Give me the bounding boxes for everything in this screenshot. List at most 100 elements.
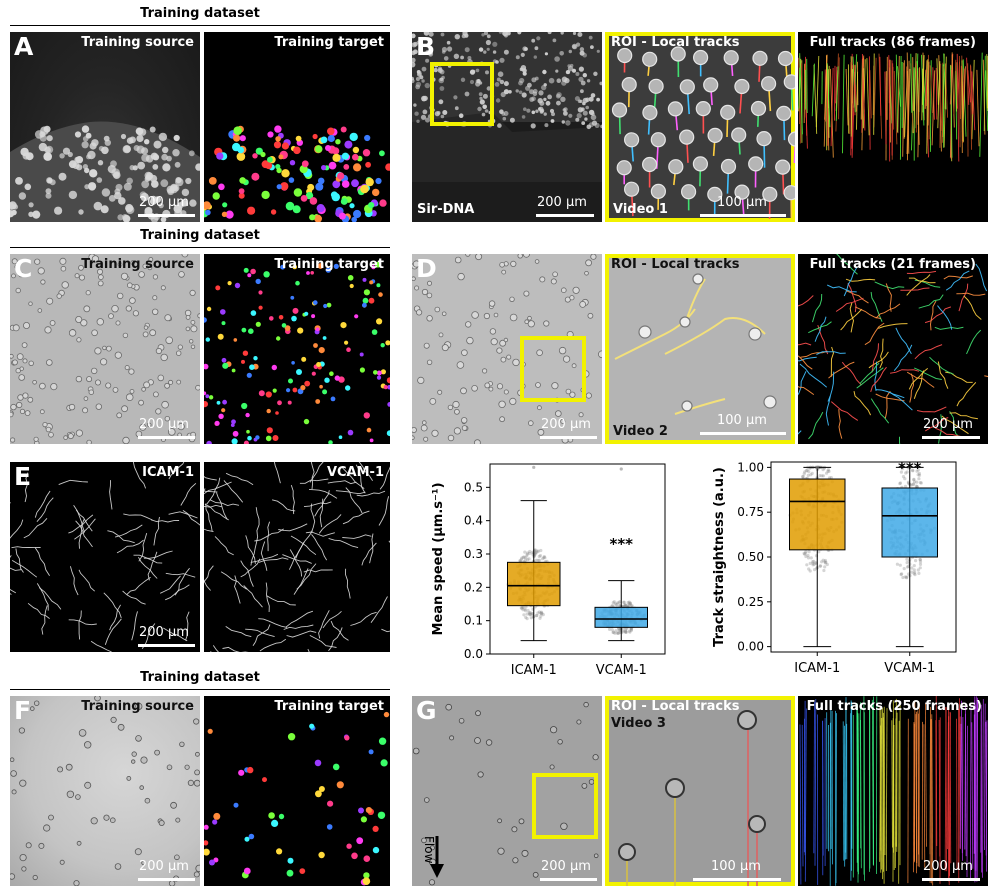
box-icam-1 <box>507 561 561 607</box>
y-tick-label: 0.4 <box>464 514 483 528</box>
scalebar-g1 <box>540 878 597 881</box>
brightfield-image-f <box>10 696 200 886</box>
y-tick-label: 0.75 <box>737 505 764 519</box>
full-tracks-title-g: Full tracks (250 frames) <box>806 699 982 714</box>
full-tracks-g <box>799 696 988 886</box>
scalebar-label-b2: 100 µm <box>717 195 767 210</box>
plot-frame <box>489 463 666 655</box>
scalebar-d1 <box>540 436 597 439</box>
flow-arrow-icon <box>430 836 444 878</box>
panel-letter-b: B <box>416 32 436 61</box>
panel-d-overview: D 200 µm <box>412 254 602 444</box>
x-tick-label: VCAM-1 <box>596 663 647 678</box>
label-image-c <box>204 261 390 444</box>
full-tracks-b <box>798 52 988 162</box>
roi-box-d <box>520 336 586 402</box>
scalebar-d3 <box>922 436 980 439</box>
panel-f-training-target: Training target <box>204 696 390 886</box>
roi-tracks-d <box>614 273 777 415</box>
y-tick-label: 0.3 <box>464 547 483 561</box>
panel-c-source-title: Training source <box>81 257 194 272</box>
panel-letter-g: G <box>416 696 437 725</box>
full-tracks-title-d: Full tracks (21 frames) <box>809 257 976 272</box>
section-header-3: Training dataset <box>140 670 260 685</box>
sirdna-image-b <box>412 32 602 182</box>
scalebar-b2 <box>700 214 786 217</box>
panel-letter-e: E <box>14 462 32 491</box>
video-label-b: Video 1 <box>613 202 668 217</box>
scalebar-c <box>138 436 195 439</box>
y-tick-label: 1.00 <box>737 460 764 474</box>
label-image-f <box>204 711 390 886</box>
y-axis-label: Track straightness (a.u.) <box>712 467 727 647</box>
outlier-point <box>619 467 623 471</box>
scalebar-label-g3: 200 µm <box>923 859 973 874</box>
section-rule-1 <box>10 25 390 26</box>
scalebar-g2 <box>693 878 781 881</box>
panel-g-overview: G Flow 200 µm <box>412 696 602 886</box>
y-tick-label: 0.25 <box>737 595 764 609</box>
panel-letter-a: A <box>14 32 34 61</box>
tracks-icam-e <box>10 462 200 652</box>
panel-letter-d: D <box>416 254 437 283</box>
y-axis-label: Mean speed (µm.s⁻¹) <box>431 482 446 635</box>
panel-a-training-target: Training target <box>204 32 390 222</box>
panel-d-full-tracks: Full tracks (21 frames) 200 µm <box>798 254 988 444</box>
scalebar-label-d2: 100 µm <box>717 413 767 428</box>
panel-f-source-title: Training source <box>81 699 194 714</box>
roi-title-d: ROI - Local tracks <box>611 257 740 272</box>
scalebar-a <box>138 214 195 217</box>
roi-box-g <box>532 773 598 839</box>
panel-d-roi: ROI - Local tracks Video 2 100 µm <box>605 254 795 444</box>
scalebar-label-d1: 200 µm <box>541 417 591 432</box>
y-tick-label: 0.1 <box>464 614 483 628</box>
scalebar-label-f: 200 µm <box>139 859 189 874</box>
scalebar-label-g2: 100 µm <box>711 859 761 874</box>
box-vcam-1 <box>594 606 648 628</box>
scalebar-f <box>138 878 195 881</box>
brightfield-image-c <box>10 254 200 444</box>
section-header-2: Training dataset <box>140 228 260 243</box>
tracks-vcam-e <box>204 462 390 652</box>
scalebar-label-b1: 200 µm <box>537 195 587 210</box>
panel-e-vcam-title: VCAM-1 <box>326 465 384 480</box>
scalebar-label-a: 200 µm <box>139 195 189 210</box>
scalebar-label-e: 200 µm <box>139 625 189 640</box>
panel-letter-c: C <box>14 254 33 283</box>
panel-g-full-tracks: Full tracks (250 frames) 200 µm <box>798 696 988 886</box>
scalebar-d2 <box>700 432 786 435</box>
section-header-1: Training dataset <box>140 6 260 21</box>
box-icam-1 <box>789 478 846 551</box>
panel-e-vcam: VCAM-1 <box>204 462 390 652</box>
track-straightness-boxplot: 0.00 0.25 0.50 0.75 1.00 Track straightness (… <box>712 459 957 676</box>
panel-c-target-title: Training target <box>274 257 384 272</box>
panel-b-overview: B Sir-DNA 200 µm <box>412 32 602 222</box>
roi-tracks-g <box>618 710 766 886</box>
panel-f-training-source: F Training source 200 µm <box>10 696 200 886</box>
y-tick-label: 0.50 <box>737 550 764 564</box>
panel-a-source-title: Training source <box>81 35 194 50</box>
panel-b-full-tracks: Full tracks (86 frames) <box>798 32 988 222</box>
panel-a-target-title: Training target <box>274 35 384 50</box>
video-label-d: Video 2 <box>613 424 668 439</box>
y-tick-label: 0.0 <box>464 647 483 661</box>
outlier-point <box>815 465 819 469</box>
outlier-point <box>532 465 536 469</box>
panel-e-icam-title: ICAM-1 <box>142 465 194 480</box>
panel-f-target-title: Training target <box>274 699 384 714</box>
full-tracks-title-b: Full tracks (86 frames) <box>809 35 976 50</box>
outlier-point <box>908 465 912 469</box>
panel-c-training-target: Training target <box>204 254 390 444</box>
video-label-g: Video 3 <box>611 716 666 731</box>
y-tick-label: 0.5 <box>464 480 483 494</box>
x-tick-label: VCAM-1 <box>884 661 935 676</box>
panel-g-roi: ROI - Local tracks Video 3 100 µm <box>605 696 795 886</box>
x-tick-label: ICAM-1 <box>511 663 557 678</box>
scalebar-e <box>138 644 195 647</box>
x-tick-label: ICAM-1 <box>794 661 840 676</box>
flow-label: Flow <box>422 836 436 864</box>
panel-b-roi: ROI - Local tracks Video 1 100 µm <box>605 32 795 222</box>
roi-box-b <box>430 62 494 126</box>
section-rule-3 <box>10 689 390 690</box>
roi-title-g: ROI - Local tracks <box>611 699 740 714</box>
